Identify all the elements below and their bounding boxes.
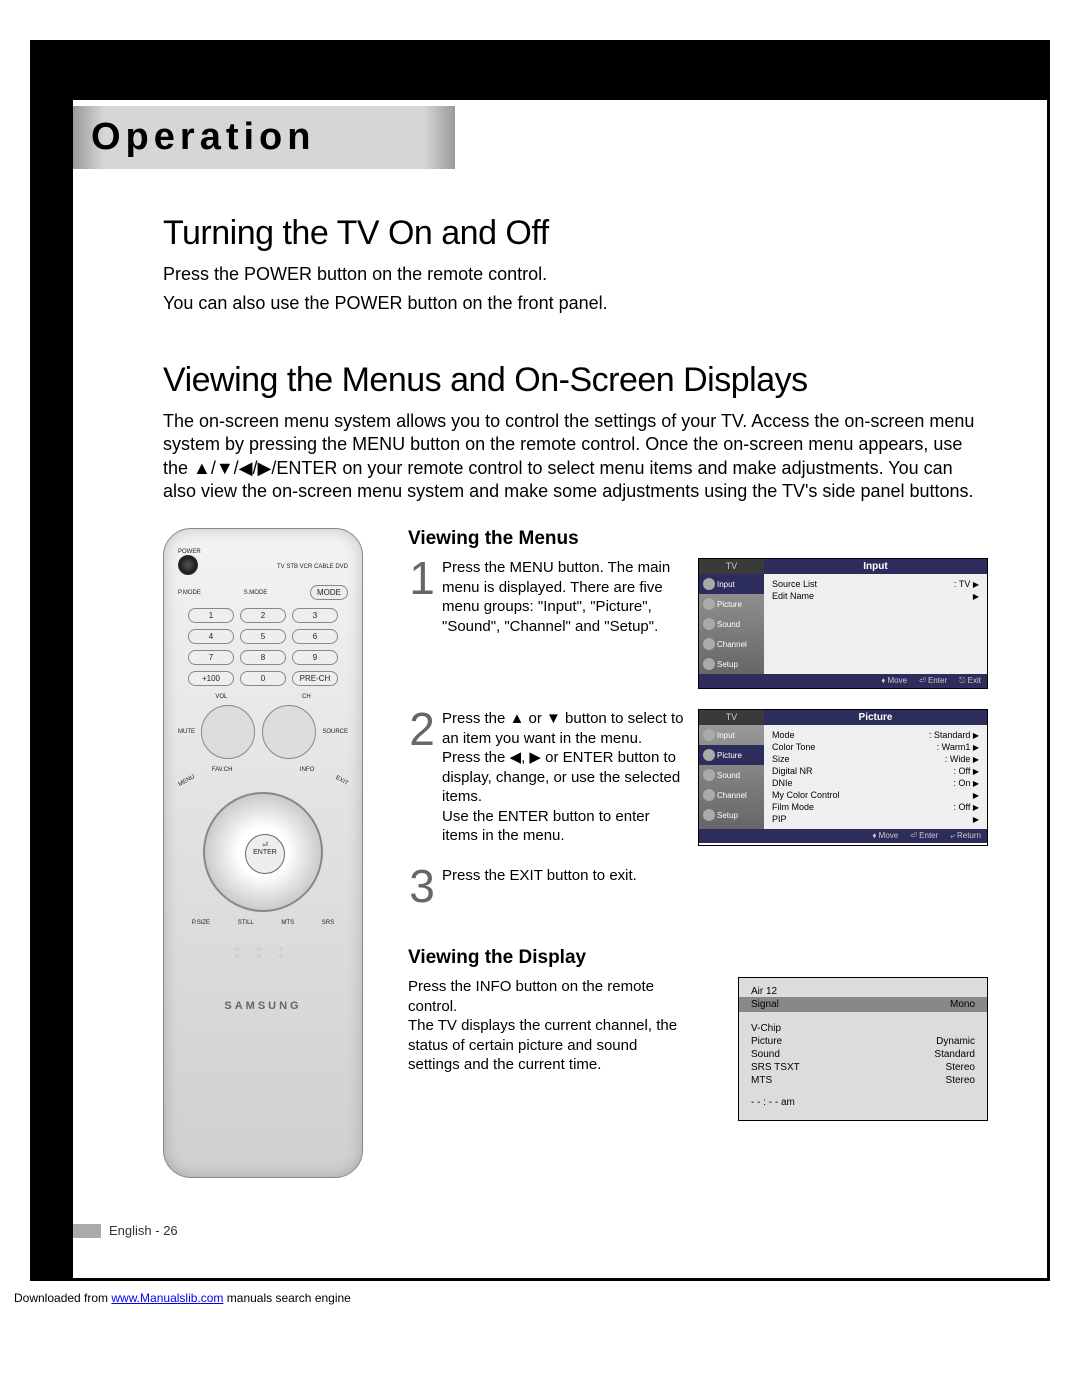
step-1-text: Press the MENU button. The main menu is …	[442, 558, 688, 636]
s1-line1: Press the POWER button on the remote con…	[163, 263, 987, 286]
mode-button: MODE	[310, 585, 348, 600]
nav-ring: ⏎ENTER	[203, 792, 323, 912]
ch-label: CH	[302, 694, 311, 700]
step-1-num: 1	[408, 558, 436, 599]
ch-rocker	[262, 705, 316, 759]
exit-label: EXIT	[334, 775, 349, 787]
step-2-text: Press the ▲ or ▼ button to select to an …	[442, 709, 688, 846]
step-3-text: Press the EXIT button to exit.	[442, 866, 688, 886]
vol-rocker	[201, 705, 255, 759]
manualslib-link[interactable]: www.Manualslib.com	[111, 1291, 223, 1305]
section-tab: Operation	[73, 106, 455, 169]
power-label: POWER	[178, 549, 201, 555]
s1-line2: You can also use the POWER button on the…	[163, 292, 987, 315]
page-footer: English - 26	[73, 1223, 987, 1238]
smode-label: S.MODE	[244, 590, 268, 596]
power-button-icon	[178, 555, 198, 575]
step-2-num: 2	[408, 709, 436, 750]
download-note: Downloaded from www.Manualslib.com manua…	[14, 1291, 1080, 1305]
sub-viewing-menus: Viewing the Menus	[408, 528, 988, 550]
heading-viewing-menus: Viewing the Menus and On-Screen Displays	[163, 361, 987, 400]
remote-illustration: POWER TV STB VCR CABLE DVD P.MODE S.MODE…	[163, 528, 363, 1178]
info-label: INFO	[300, 767, 314, 773]
vol-label: VOL	[215, 694, 227, 700]
keypad: 123 456 789 +1000PRE-CH	[188, 608, 338, 686]
enter-button: ⏎ENTER	[245, 834, 285, 874]
osd-picture-menu: TVPicture InputPictureSoundChannelSetup …	[698, 709, 988, 846]
info-time: - - : - - am	[751, 1097, 975, 1108]
favch-label: FAV.CH	[212, 767, 233, 773]
sub-viewing-display: Viewing the Display	[408, 947, 988, 969]
step-3-num: 3	[408, 866, 436, 907]
mute-label: MUTE	[178, 729, 195, 735]
display-text: Press the INFO button on the remote cont…	[408, 977, 688, 1075]
source-label: SOURCE	[322, 729, 348, 735]
device-labels: TV STB VCR CABLE DVD	[201, 554, 348, 570]
heading-turning-on-off: Turning the TV On and Off	[163, 214, 987, 253]
s2-paragraph: The on-screen menu system allows you to …	[163, 410, 987, 504]
pmode-label: P.MODE	[178, 590, 201, 596]
menu-label: MENU	[178, 774, 196, 788]
info-channel: Air 12	[751, 986, 975, 997]
osd-input-menu: TVInput InputPictureSoundChannelSetup So…	[698, 558, 988, 689]
tab-title: Operation	[91, 116, 315, 158]
dots: ○ ○ ○○ ○ ○	[178, 946, 348, 960]
brand-logo: SAMSUNG	[178, 1000, 348, 1012]
info-display: Air 12 SignalMono V-ChipPictureDynamicSo…	[738, 977, 988, 1121]
